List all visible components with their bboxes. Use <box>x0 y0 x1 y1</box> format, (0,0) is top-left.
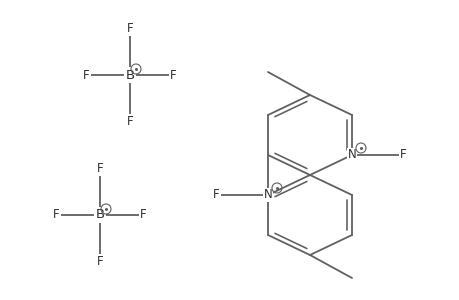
Text: N: N <box>263 188 272 202</box>
Text: F: F <box>140 208 146 221</box>
Text: F: F <box>83 68 90 82</box>
Text: B: B <box>95 208 104 221</box>
Text: F: F <box>399 148 406 161</box>
Text: B: B <box>125 68 134 82</box>
Text: F: F <box>126 115 133 128</box>
Text: F: F <box>96 162 103 175</box>
Text: F: F <box>126 22 133 35</box>
Text: F: F <box>213 188 219 202</box>
Text: F: F <box>170 68 176 82</box>
Text: N: N <box>347 148 356 161</box>
Text: F: F <box>96 255 103 268</box>
Text: F: F <box>53 208 60 221</box>
